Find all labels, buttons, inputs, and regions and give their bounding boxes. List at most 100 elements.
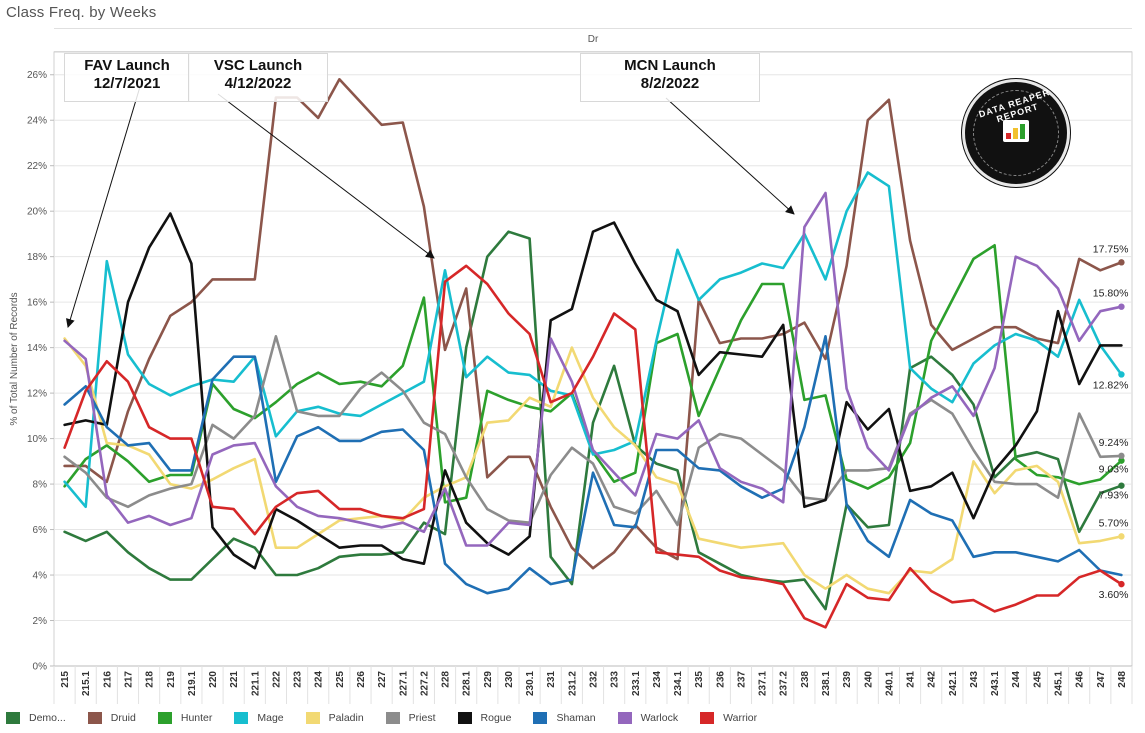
legend-item: Shaman — [533, 709, 596, 727]
y-tick-label: 16% — [27, 298, 47, 309]
x-tick-label: 245 — [1032, 671, 1043, 688]
legend-item: Warrior — [700, 709, 757, 727]
x-tick-label: 243.1 — [990, 671, 1001, 696]
x-tick-label: 240 — [863, 671, 874, 688]
x-tick-label: 242.1 — [948, 671, 959, 696]
legend-swatch — [385, 712, 400, 724]
legend-item: Priest — [385, 709, 436, 727]
x-tick-label: 227.1 — [398, 671, 409, 696]
annotation-mcn-line1: MCN Launch — [624, 57, 716, 74]
series-line-shaman — [63, 334, 1123, 595]
y-tick-label: 18% — [27, 252, 47, 263]
x-tick-label: 230.1 — [525, 671, 536, 696]
x-tick-label: 229 — [483, 671, 494, 688]
y-tick-label: 12% — [27, 389, 47, 400]
x-tick-label: 245.1 — [1054, 671, 1065, 696]
arrow-fav — [65, 79, 143, 328]
x-tick-label: 228 — [441, 671, 452, 688]
y-tick-label: 26% — [27, 70, 47, 81]
legend-swatch — [700, 712, 715, 724]
y-tick-label: 20% — [27, 207, 47, 218]
x-tick-label: 238 — [800, 671, 811, 688]
logo-ring — [973, 90, 1059, 176]
x-tick-label: 228.1 — [462, 671, 473, 696]
annotation-mcn-line2: 8/2/2022 — [640, 75, 700, 92]
series-end-label: 3.60% — [1099, 589, 1129, 601]
x-tick-label: 233.1 — [631, 671, 642, 696]
series-end-label: 12.82% — [1093, 379, 1129, 391]
x-tick-label: 247 — [1096, 671, 1107, 688]
legend-swatch — [87, 712, 102, 724]
y-tick-label: 22% — [27, 161, 47, 172]
series-end-point — [1118, 533, 1125, 540]
series-line-mage — [63, 171, 1123, 509]
legend-item: Mage — [234, 709, 284, 727]
series-end-point — [1118, 452, 1125, 460]
series-line-priest — [63, 334, 1123, 527]
x-tick-label: 231.2 — [567, 671, 578, 696]
x-tick-label: 236 — [715, 671, 726, 688]
x-tick-label: 240.1 — [884, 671, 895, 696]
x-tick-label: 246 — [1075, 671, 1086, 688]
x-tick-label: 244 — [1011, 671, 1022, 688]
legend-label: Warrior — [723, 712, 758, 724]
legend-label: Shaman — [556, 712, 596, 724]
x-tick-label: 239 — [842, 671, 853, 688]
series-end-point — [1118, 457, 1125, 464]
annotation-vsc-line1: VSC Launch — [213, 57, 303, 74]
x-tick-label: 241 — [906, 671, 917, 688]
x-tick-label: 223 — [293, 671, 304, 688]
column-header-label: Dr — [587, 34, 599, 45]
series-end-point — [1118, 259, 1125, 266]
annotation-fav-line1: FAV Launch — [84, 57, 170, 74]
x-tick-label: 238.1 — [821, 671, 832, 696]
x-tick-label: 220 — [208, 671, 219, 688]
legend-swatch — [533, 712, 548, 724]
x-tick-label: 226 — [356, 671, 367, 688]
x-tick-label: 237.1 — [758, 671, 769, 696]
legend-swatch — [157, 712, 172, 724]
y-tick-label: 14% — [27, 343, 47, 354]
series-end-label: 9.03% — [1099, 464, 1129, 476]
x-tick-label: 215.1 — [81, 671, 92, 696]
series-end-point — [1118, 580, 1125, 588]
legend-label: Hunter — [180, 712, 213, 724]
legend-swatch — [305, 712, 320, 724]
x-tick-label: 243 — [969, 671, 980, 688]
x-tick-label: 242 — [927, 671, 938, 688]
x-tick-label: 227 — [377, 671, 388, 688]
x-tick-label: 234.1 — [673, 671, 684, 696]
x-tick-label: 237.2 — [779, 671, 790, 696]
legend-swatch — [6, 712, 20, 724]
legend-swatch — [457, 712, 472, 724]
x-tick-label: 230 — [504, 671, 515, 688]
legend-label: Demo... — [29, 712, 66, 724]
series-end-point — [1118, 482, 1125, 489]
x-tick-label: 231 — [546, 671, 557, 688]
legend-label: Paladin — [328, 712, 364, 724]
annotation-vsc-launch: VSC Launch 4/12/2022 — [188, 53, 328, 102]
annotation-fav-launch: FAV Launch 12/7/2021 — [64, 53, 190, 102]
y-tick-label: 0% — [33, 662, 48, 673]
series-line-demo — [63, 230, 1123, 611]
chart-legend: Demo... Druid Hunter Mage Paladin Priest Rogue… — [6, 709, 779, 727]
annotation-mcn-launch: MCN Launch 8/2/2022 — [580, 53, 760, 102]
annotation-vsc-line2: 4/12/2022 — [224, 75, 292, 92]
series-end-label: 9.24% — [1099, 437, 1129, 449]
legend-swatch — [617, 712, 632, 724]
legend-item: Hunter — [157, 709, 213, 727]
chart-title: Class Freq. by Weeks — [6, 4, 157, 21]
series-end-label: 15.80% — [1093, 288, 1129, 300]
y-tick-label: 2% — [33, 616, 48, 627]
data-reaper-report-logo: DATA REAPER REPORT — [962, 79, 1070, 187]
legend-label: Rogue — [480, 712, 512, 724]
x-tick-label: 221 — [229, 671, 240, 688]
series-line-warlock — [63, 191, 1123, 547]
x-tick-label: 219 — [166, 671, 177, 688]
x-tick-label: 225 — [335, 671, 346, 688]
x-tick-label: 215 — [60, 671, 71, 688]
y-tick-label: 4% — [33, 571, 48, 582]
x-tick-label: 221.1 — [250, 671, 261, 696]
y-tick-label: 10% — [27, 434, 47, 445]
